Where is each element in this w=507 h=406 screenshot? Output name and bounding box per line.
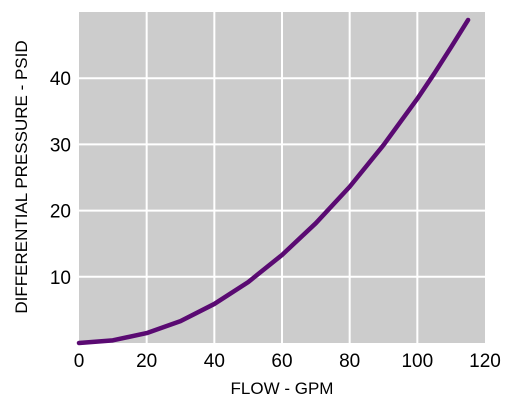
- y-tick-labels: 10 20 30 40: [50, 69, 71, 289]
- y-axis-label: DIFFERENTIAL PRESSURE - PSID: [12, 40, 31, 313]
- x-tick-label-120: 120: [469, 351, 501, 372]
- x-tick-labels: 0 20 40 60 80 100 120: [74, 351, 501, 372]
- series-group: [76, 17, 471, 346]
- y-tick-label-20: 20: [50, 202, 71, 223]
- x-tick-label-80: 80: [339, 351, 360, 372]
- y-tick-label-30: 30: [50, 135, 71, 156]
- x-tick-label-20: 20: [136, 351, 157, 372]
- x-axis-label: FLOW - GPM: [231, 379, 334, 398]
- series-line-0: [76, 17, 471, 346]
- x-tick-label-40: 40: [204, 351, 225, 372]
- x-tick-label-100: 100: [401, 351, 433, 372]
- y-tick-label-40: 40: [50, 69, 71, 90]
- x-tick-label-0: 0: [74, 351, 85, 372]
- grid-lines: [79, 12, 485, 343]
- x-tick-label-60: 60: [271, 351, 292, 372]
- y-tick-label-10: 10: [50, 268, 71, 289]
